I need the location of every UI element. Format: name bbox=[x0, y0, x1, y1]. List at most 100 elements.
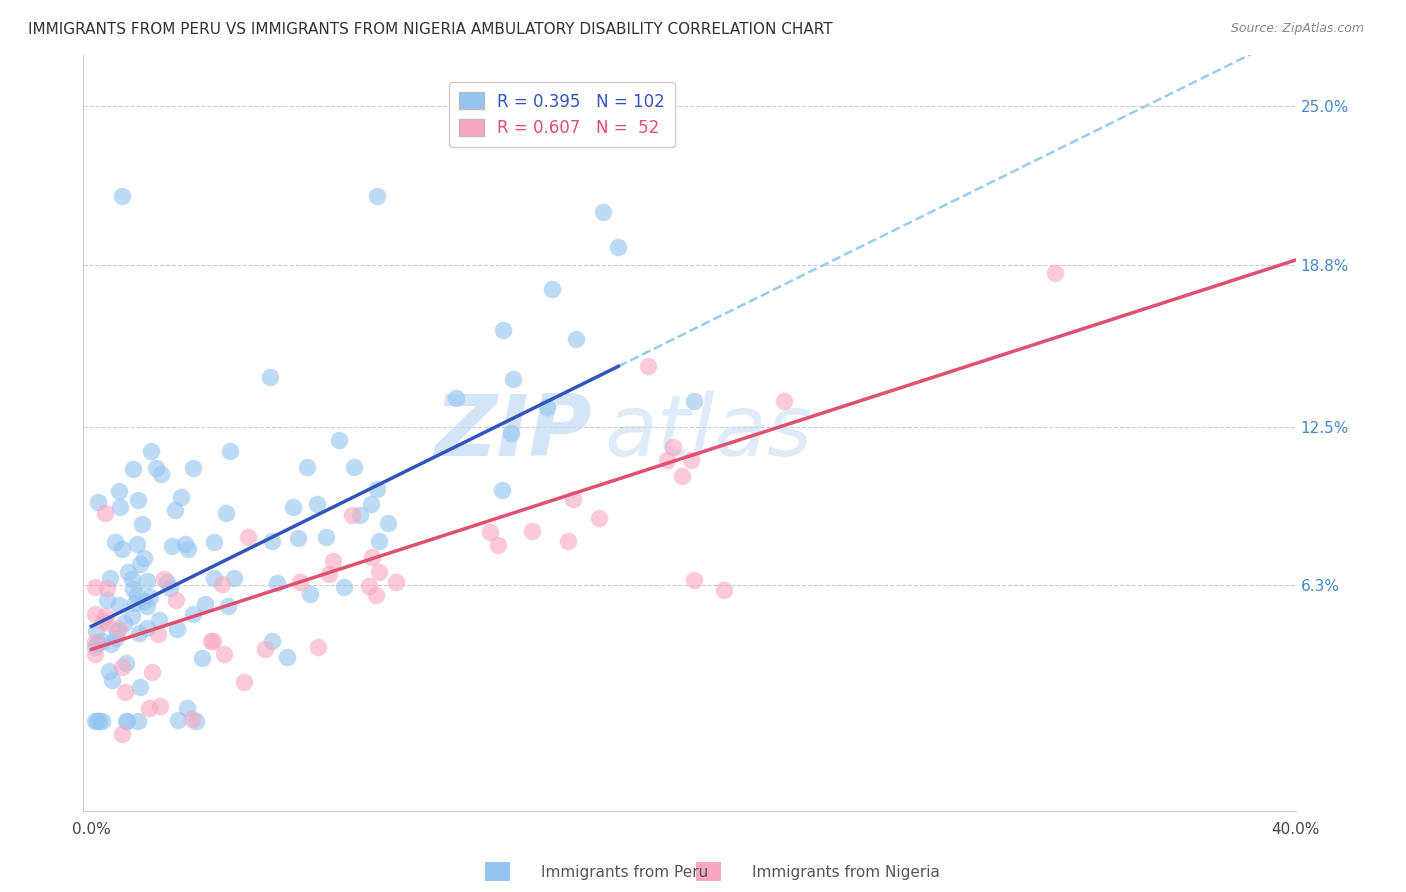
Point bbox=[104, 534, 127, 549]
Point bbox=[655, 453, 678, 467]
Point bbox=[163, 503, 186, 517]
Point bbox=[136, 621, 159, 635]
Point bbox=[111, 660, 134, 674]
Point bbox=[260, 533, 283, 548]
Point bbox=[122, 582, 145, 596]
Point bbox=[222, 571, 245, 585]
Point bbox=[364, 588, 387, 602]
Point bbox=[166, 622, 188, 636]
Point bbox=[83, 640, 105, 654]
Point bbox=[149, 698, 172, 713]
Point bbox=[153, 572, 176, 586]
Point bbox=[288, 574, 311, 589]
Point bbox=[557, 534, 579, 549]
Point bbox=[136, 574, 159, 588]
Point bbox=[108, 622, 131, 636]
Point bbox=[160, 539, 183, 553]
Point bbox=[565, 332, 588, 346]
Point bbox=[170, 490, 193, 504]
Point bbox=[486, 538, 509, 552]
Text: Immigrants from Peru: Immigrants from Peru bbox=[541, 865, 709, 880]
Point bbox=[117, 566, 139, 580]
Point bbox=[202, 634, 225, 648]
Point bbox=[83, 607, 105, 621]
Point bbox=[148, 614, 170, 628]
Point bbox=[479, 525, 502, 540]
Point bbox=[502, 372, 524, 386]
Text: Immigrants from Nigeria: Immigrants from Nigeria bbox=[752, 865, 941, 880]
Point bbox=[307, 497, 329, 511]
Point bbox=[131, 517, 153, 532]
Point bbox=[128, 680, 150, 694]
Point bbox=[181, 712, 204, 726]
Point bbox=[773, 393, 796, 408]
Point bbox=[176, 701, 198, 715]
Point bbox=[328, 433, 350, 447]
Point bbox=[562, 491, 585, 506]
Point bbox=[202, 571, 225, 585]
Point bbox=[217, 599, 239, 614]
Point bbox=[183, 461, 205, 475]
Point bbox=[679, 453, 702, 467]
Point bbox=[100, 673, 122, 688]
Point bbox=[108, 483, 131, 498]
Point bbox=[124, 596, 146, 610]
Point bbox=[114, 714, 136, 728]
Point bbox=[588, 511, 610, 525]
Point bbox=[87, 714, 110, 728]
Point bbox=[83, 647, 105, 661]
Point bbox=[541, 282, 564, 296]
Point bbox=[91, 634, 114, 648]
Text: atlas: atlas bbox=[605, 392, 813, 475]
Point bbox=[492, 323, 515, 337]
Point bbox=[266, 576, 288, 591]
Point bbox=[138, 701, 160, 715]
Point bbox=[357, 579, 380, 593]
Point bbox=[1043, 266, 1066, 280]
Point bbox=[177, 542, 200, 557]
Point bbox=[125, 536, 148, 550]
Point bbox=[253, 642, 276, 657]
Point bbox=[276, 650, 298, 665]
Point bbox=[298, 587, 321, 601]
Point bbox=[97, 664, 120, 678]
Point bbox=[136, 599, 159, 613]
Point bbox=[360, 497, 382, 511]
Point bbox=[96, 592, 118, 607]
Point bbox=[259, 370, 281, 384]
Point bbox=[121, 462, 143, 476]
Point bbox=[194, 597, 217, 611]
Point bbox=[219, 443, 242, 458]
Point bbox=[592, 204, 614, 219]
Point bbox=[105, 624, 128, 639]
Point bbox=[104, 631, 127, 645]
Point bbox=[262, 634, 284, 648]
Point bbox=[108, 598, 131, 612]
Point bbox=[111, 189, 134, 203]
Point bbox=[100, 637, 122, 651]
Point bbox=[307, 640, 329, 654]
Point bbox=[129, 557, 152, 571]
Point bbox=[682, 573, 704, 587]
Point bbox=[202, 535, 225, 549]
Point bbox=[115, 714, 138, 728]
Point bbox=[215, 506, 238, 520]
Point bbox=[340, 508, 363, 522]
Text: ZIP: ZIP bbox=[434, 392, 592, 475]
Point bbox=[184, 714, 207, 728]
Point bbox=[96, 615, 118, 630]
Point bbox=[141, 444, 163, 458]
Point bbox=[86, 714, 108, 728]
Point bbox=[322, 554, 344, 568]
Point bbox=[367, 534, 389, 549]
Point bbox=[91, 714, 114, 728]
Point bbox=[385, 575, 408, 590]
Point bbox=[181, 607, 204, 621]
Point bbox=[91, 615, 114, 629]
Point bbox=[86, 635, 108, 649]
Point bbox=[121, 608, 143, 623]
Point bbox=[446, 391, 468, 405]
Point bbox=[138, 591, 160, 605]
Point bbox=[287, 531, 309, 545]
Point bbox=[211, 577, 233, 591]
